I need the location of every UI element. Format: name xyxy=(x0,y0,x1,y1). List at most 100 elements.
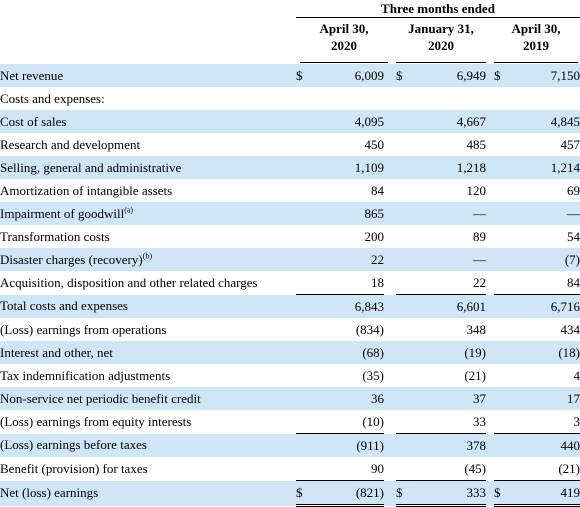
column-gap xyxy=(486,110,494,133)
column-gap xyxy=(486,364,494,387)
currency-symbol xyxy=(494,271,514,295)
column-gap xyxy=(384,133,396,156)
currency-symbol xyxy=(396,318,416,341)
currency-symbol xyxy=(494,156,514,179)
column-gap xyxy=(486,457,494,481)
value-cell: 6,009 xyxy=(316,64,384,87)
column-gap xyxy=(486,433,494,457)
value-cell: 348 xyxy=(466,321,487,337)
table-row: Acquisition, disposition and other relat… xyxy=(0,271,580,295)
currency-symbol xyxy=(494,341,514,364)
currency-symbol xyxy=(494,225,514,248)
row-label: Acquisition, disposition and other relat… xyxy=(0,271,296,295)
row-label: (Loss) earnings from equity interests xyxy=(0,410,296,434)
value-cell: 36 xyxy=(316,387,384,410)
footnote-marker: (a) xyxy=(124,205,134,215)
row-label: Interest and other, net xyxy=(0,341,296,364)
currency-symbol xyxy=(296,433,316,457)
row-label-text: Costs and expenses: xyxy=(0,90,105,106)
value-cell: 200 xyxy=(364,228,385,244)
value-cell: 865 xyxy=(316,202,384,225)
column-gap xyxy=(486,480,494,506)
row-label: Benefit (provision) for taxes xyxy=(0,457,296,481)
value-cell xyxy=(416,87,486,110)
table-row: Net revenue $6,009 $6,949 $7,150 xyxy=(0,64,580,87)
value-cell xyxy=(514,87,580,110)
value-cell: 17 xyxy=(514,387,580,410)
table-row: Amortization of intangible assets 84 120 69 xyxy=(0,179,580,202)
row-label: Impairment of goodwill(a) xyxy=(0,202,296,225)
value-cell: 90 xyxy=(371,460,384,476)
row-label: (Loss) earnings from operations xyxy=(0,318,296,341)
column-gap xyxy=(486,294,494,318)
currency-symbol xyxy=(396,248,416,271)
value-cell: — xyxy=(514,202,580,225)
row-label-text: Benefit (provision) for taxes xyxy=(0,460,148,476)
value-cell: 450 xyxy=(364,136,385,152)
row-label: Transformation costs xyxy=(0,225,296,248)
currency-symbol xyxy=(396,110,416,133)
currency-symbol xyxy=(396,202,416,225)
column-gap xyxy=(384,480,396,506)
column-gap xyxy=(486,387,494,410)
value-cell: 1,214 xyxy=(514,156,580,179)
currency-symbol xyxy=(494,87,514,110)
value-cell: 434 xyxy=(560,321,580,337)
currency-symbol xyxy=(296,133,316,156)
column-gap xyxy=(486,225,494,248)
column-header-3: April 30, 2019 xyxy=(494,20,578,63)
value-cell: (911) xyxy=(316,433,384,457)
currency-symbol xyxy=(296,202,316,225)
table-row: Costs and expenses: xyxy=(0,87,580,110)
column-gap xyxy=(384,294,396,318)
value-cell: (18) xyxy=(514,341,580,364)
currency-symbol xyxy=(494,318,514,341)
column-gap xyxy=(384,156,396,179)
row-label-text: Interest and other, net xyxy=(0,344,113,360)
row-label: Cost of sales xyxy=(0,110,296,133)
value-cell: 3 xyxy=(573,413,580,429)
value-cell: 6,601 xyxy=(416,294,486,318)
currency-symbol xyxy=(494,179,514,202)
value-cell: 120 xyxy=(466,182,487,198)
column-gap xyxy=(384,318,396,341)
value-cell: 6,716 xyxy=(514,294,580,318)
currency-symbol xyxy=(296,179,316,202)
value-cell: 84 xyxy=(371,182,384,198)
currency-symbol: $ xyxy=(296,64,316,87)
column-gap xyxy=(486,64,494,87)
currency-symbol xyxy=(396,433,416,457)
column-gap xyxy=(486,341,494,364)
value-cell: (10) xyxy=(362,413,384,429)
value-cell: (834) xyxy=(355,321,384,337)
value-cell: 6,843 xyxy=(316,294,384,318)
row-label-text: Net (loss) earnings xyxy=(0,485,99,500)
column-gap xyxy=(486,202,494,225)
table-row: Interest and other, net (68) (19) (18) xyxy=(0,341,580,364)
value-cell: — xyxy=(416,248,486,271)
value-cell: 378 xyxy=(416,433,486,457)
value-cell: 69 xyxy=(567,182,580,198)
currency-symbol xyxy=(494,457,514,481)
value-cell: 1,218 xyxy=(416,156,486,179)
currency-symbol xyxy=(494,364,514,387)
column-gap xyxy=(384,364,396,387)
value-cell: 84 xyxy=(567,274,580,290)
currency-symbol xyxy=(296,294,316,318)
currency-symbol: $ xyxy=(396,64,416,87)
table-row: (Loss) earnings before taxes (911) 378 440 xyxy=(0,433,580,457)
value-cell: 6,949 xyxy=(416,64,486,87)
value-cell: 54 xyxy=(567,228,580,244)
row-label-text: Cost of sales xyxy=(0,113,67,129)
row-label-text: Total costs and expenses xyxy=(0,298,128,314)
currency-symbol xyxy=(296,457,316,481)
column-gap xyxy=(486,318,494,341)
currency-symbol xyxy=(396,457,416,481)
currency-symbol xyxy=(296,318,316,341)
row-label: Net (loss) earnings xyxy=(0,480,296,506)
row-label-text: (Loss) earnings from operations xyxy=(0,321,167,337)
row-label: Costs and expenses: xyxy=(0,87,296,110)
table-row: (Loss) earnings from equity interests (10… xyxy=(0,410,580,434)
row-label: Non-service net periodic benefit credit xyxy=(0,387,296,410)
row-label-text: Tax indemnification adjustments xyxy=(0,367,171,383)
